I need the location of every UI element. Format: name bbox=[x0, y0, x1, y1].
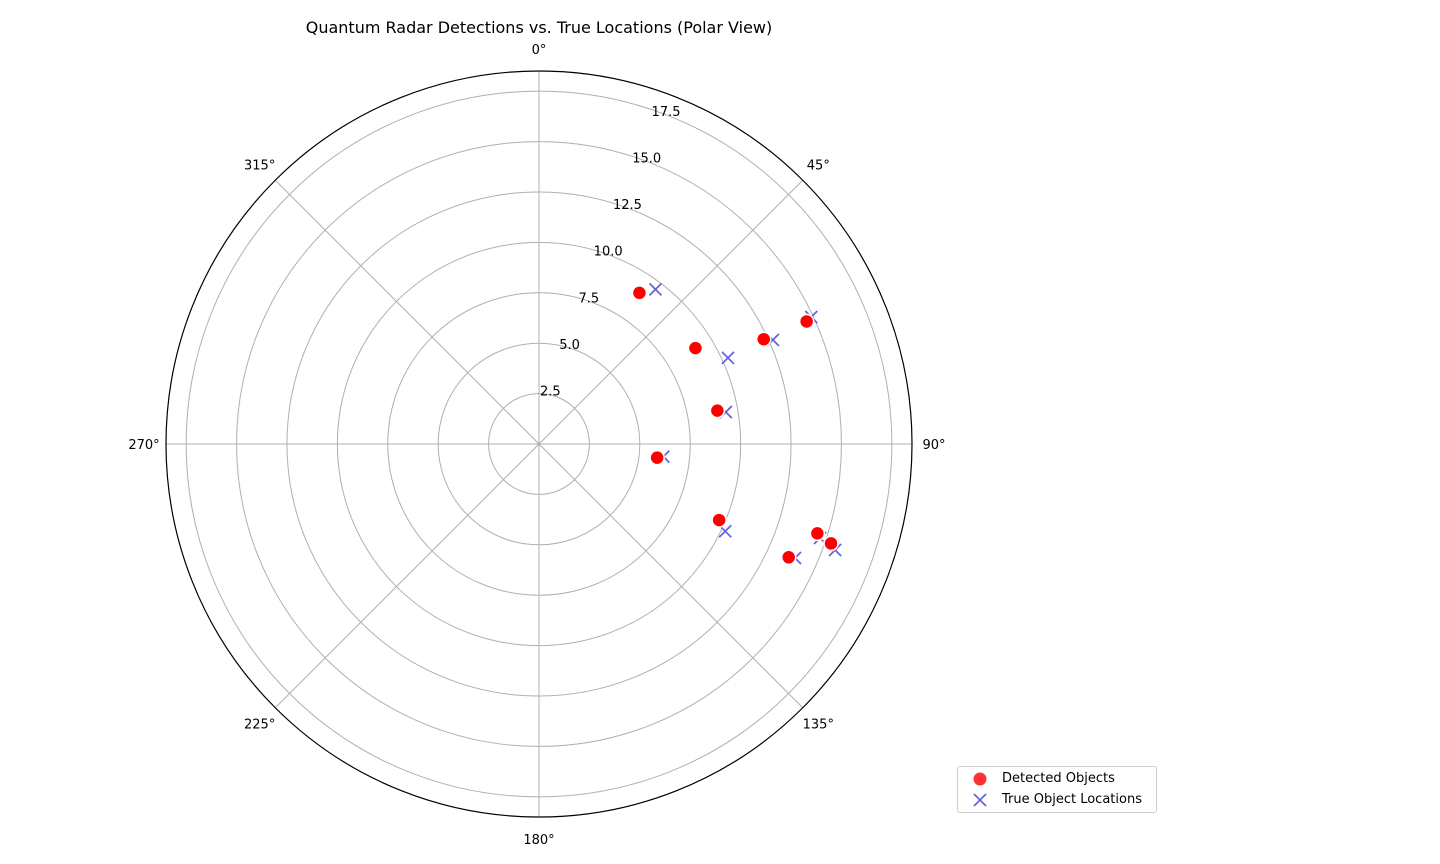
detected-object-point bbox=[709, 402, 726, 419]
detected-object-point bbox=[780, 549, 797, 566]
true-location-marker bbox=[648, 282, 663, 297]
theta-tick-label: 45° bbox=[807, 159, 830, 174]
radial-tick-label: 12.5 bbox=[613, 198, 642, 213]
radial-tick-label: 15.0 bbox=[632, 152, 661, 167]
theta-tick-label: 90° bbox=[922, 438, 945, 453]
legend-item-true: True Object Locations bbox=[958, 790, 1156, 810]
detected-object-point bbox=[649, 449, 665, 466]
data-marks bbox=[631, 282, 842, 566]
theta-tick-label: 225° bbox=[244, 717, 275, 732]
radial-tick-labels: 2.5 5.0 7.5 10.0 12.5 15.0 17.5 bbox=[540, 105, 681, 399]
polar-frame bbox=[165, 70, 913, 818]
legend-x-marker-icon bbox=[973, 793, 987, 807]
theta-tick-label: 135° bbox=[803, 717, 834, 732]
angular-gridline-5 bbox=[274, 443, 540, 709]
radial-tick-label: 10.0 bbox=[594, 245, 623, 260]
chart-title: Quantum Radar Detections vs. True Locati… bbox=[306, 18, 772, 37]
detected-object-point bbox=[798, 313, 815, 330]
legend-label-true: True Object Locations bbox=[1002, 792, 1142, 807]
detected-object-point bbox=[809, 525, 826, 542]
radial-tick-label: 7.5 bbox=[579, 291, 600, 306]
legend-item-detected: Detected Objects bbox=[958, 769, 1156, 789]
radial-tick-label: 2.5 bbox=[540, 384, 561, 399]
radial-tick-label: 17.5 bbox=[652, 105, 681, 120]
true-location-marker bbox=[721, 351, 735, 365]
theta-tick-label: 0° bbox=[532, 43, 547, 58]
theta-tick-label: 180° bbox=[523, 833, 554, 848]
detected-object-point bbox=[823, 535, 839, 552]
radial-tick-label: 5.0 bbox=[559, 338, 580, 353]
detected-object-point bbox=[756, 331, 772, 347]
polar-grid bbox=[165, 70, 913, 818]
theta-tick-label: 270° bbox=[128, 438, 159, 453]
theta-tick-label: 315° bbox=[244, 159, 275, 174]
detected-object-point bbox=[687, 340, 704, 356]
legend: Detected Objects True Object Locations bbox=[957, 766, 1157, 813]
detected-object-point bbox=[631, 285, 648, 301]
angular-gridline-7 bbox=[274, 179, 540, 445]
angular-gridline-3 bbox=[538, 443, 804, 709]
legend-circle-marker-icon bbox=[973, 772, 987, 786]
angular-gridline-1 bbox=[538, 179, 804, 445]
theta-tick-labels: 0° 45° 90° 135° 180° 225° 270° 315° bbox=[128, 43, 945, 848]
legend-label-detected: Detected Objects bbox=[1002, 771, 1115, 786]
detected-object-point bbox=[711, 512, 727, 528]
